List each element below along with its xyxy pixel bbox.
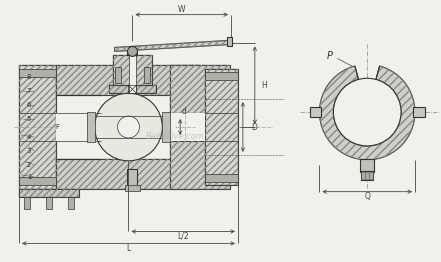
Text: 5: 5 <box>27 116 31 122</box>
Text: d: d <box>181 107 186 116</box>
Text: 4: 4 <box>27 134 31 140</box>
Bar <box>115 67 120 83</box>
Bar <box>205 72 238 80</box>
Bar <box>369 172 373 179</box>
Text: F: F <box>56 124 60 130</box>
Bar <box>56 65 200 95</box>
Bar <box>205 174 238 182</box>
Text: 3: 3 <box>27 148 31 154</box>
Circle shape <box>333 78 401 146</box>
Bar <box>127 169 138 187</box>
Polygon shape <box>115 41 231 51</box>
Text: 1: 1 <box>27 174 31 180</box>
Bar <box>87 112 95 142</box>
Bar <box>170 65 230 113</box>
Circle shape <box>95 93 162 161</box>
Bar <box>19 65 56 189</box>
Bar <box>56 65 200 95</box>
Text: H: H <box>261 81 266 90</box>
Bar <box>19 189 79 197</box>
Bar <box>205 69 238 185</box>
Bar <box>170 65 230 113</box>
Text: P: P <box>326 51 333 61</box>
Bar <box>361 171 373 180</box>
Text: 8: 8 <box>27 74 31 80</box>
Bar <box>24 197 30 209</box>
Bar <box>19 189 79 197</box>
Bar <box>112 55 152 85</box>
Bar <box>170 113 205 141</box>
Bar <box>365 172 369 179</box>
Text: 6: 6 <box>27 102 31 108</box>
Bar <box>19 65 56 189</box>
Text: L: L <box>127 244 131 253</box>
Bar <box>68 197 74 209</box>
Bar <box>360 159 374 172</box>
Bar <box>170 141 230 189</box>
Bar <box>19 69 56 77</box>
Bar <box>310 107 321 117</box>
Text: L/2: L/2 <box>177 232 189 241</box>
Bar <box>227 36 232 46</box>
Bar <box>127 47 138 55</box>
Bar <box>112 55 152 85</box>
Circle shape <box>127 46 138 56</box>
Bar <box>162 112 170 142</box>
Bar <box>56 159 200 189</box>
Bar <box>413 107 425 117</box>
Bar <box>361 172 365 179</box>
Bar <box>56 159 200 189</box>
Text: D: D <box>251 123 257 132</box>
Bar <box>108 85 157 93</box>
Text: BallValve.com: BallValve.com <box>146 133 205 141</box>
Bar <box>108 85 157 93</box>
Bar <box>130 55 136 93</box>
Text: 7: 7 <box>27 88 31 94</box>
Text: W: W <box>177 5 185 14</box>
Bar <box>128 85 136 93</box>
Bar <box>205 69 238 185</box>
Bar <box>170 141 230 189</box>
Bar <box>19 177 56 185</box>
Bar <box>124 185 140 191</box>
Wedge shape <box>319 66 415 160</box>
Circle shape <box>118 116 139 138</box>
Bar <box>144 67 150 83</box>
Text: 2: 2 <box>27 162 31 168</box>
Bar <box>46 197 52 209</box>
Text: Q: Q <box>364 192 370 201</box>
Bar <box>56 113 87 141</box>
